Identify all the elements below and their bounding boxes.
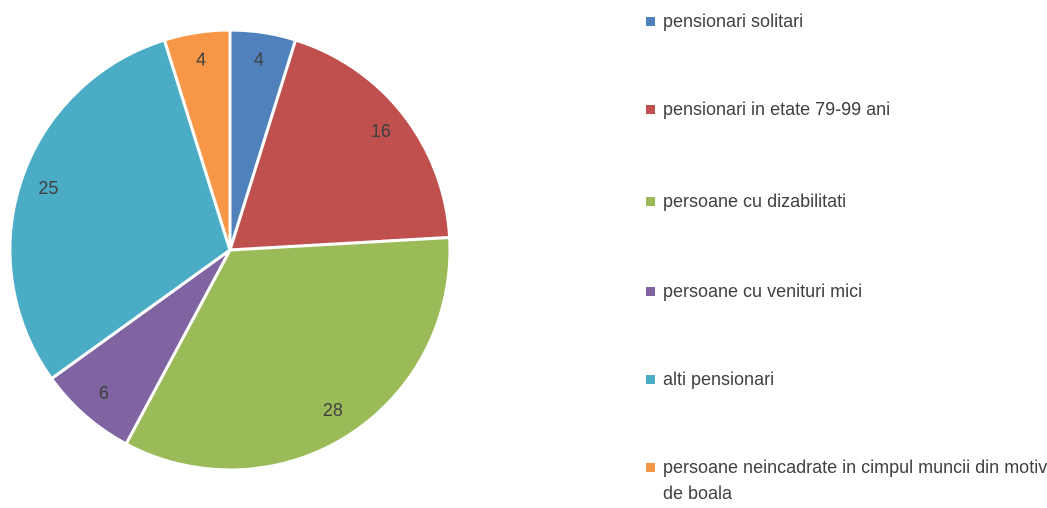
legend-swatch	[646, 105, 655, 114]
legend-item: persoane cu venituri mici	[646, 278, 1047, 304]
pie-slice	[162, 28, 232, 251]
data-label: 6	[99, 383, 109, 403]
legend-swatch	[646, 17, 655, 26]
legend-item: pensionari in etate 79-99 ani	[646, 96, 1047, 122]
legend-swatch	[646, 375, 655, 384]
data-label: 4	[254, 50, 264, 70]
legend-label: persoane cu dizabilitati	[663, 191, 847, 211]
data-label: 25	[38, 178, 58, 198]
legend-label: pensionari in etate 79-99 ani	[663, 99, 891, 119]
legend-item: persoane cu dizabilitati	[646, 188, 1047, 214]
data-label: 28	[323, 400, 343, 420]
legend-item: pensionari solitari	[646, 8, 1047, 34]
legend-swatch	[646, 287, 655, 296]
pie-slice	[227, 38, 452, 252]
pie-slice	[49, 248, 232, 446]
legend-label: persoane cu venituri mici	[663, 281, 863, 301]
legend-swatch	[646, 197, 655, 206]
pie-area: 4 16 28 6 25 4	[8, 28, 452, 472]
legend-swatch	[646, 463, 655, 472]
data-label: 16	[371, 121, 391, 141]
legend-label: persoane neincadrate in cimpul muncii di…	[663, 457, 1047, 503]
data-label: 4	[196, 50, 206, 70]
pie-slice	[8, 38, 232, 381]
legend-label: pensionari solitari	[663, 11, 804, 31]
legend-item: alti pensionari	[646, 366, 1047, 392]
legend-label: alti pensionari	[663, 369, 775, 389]
legend-item: persoane neincadrate in cimpul muncii di…	[646, 454, 1047, 506]
